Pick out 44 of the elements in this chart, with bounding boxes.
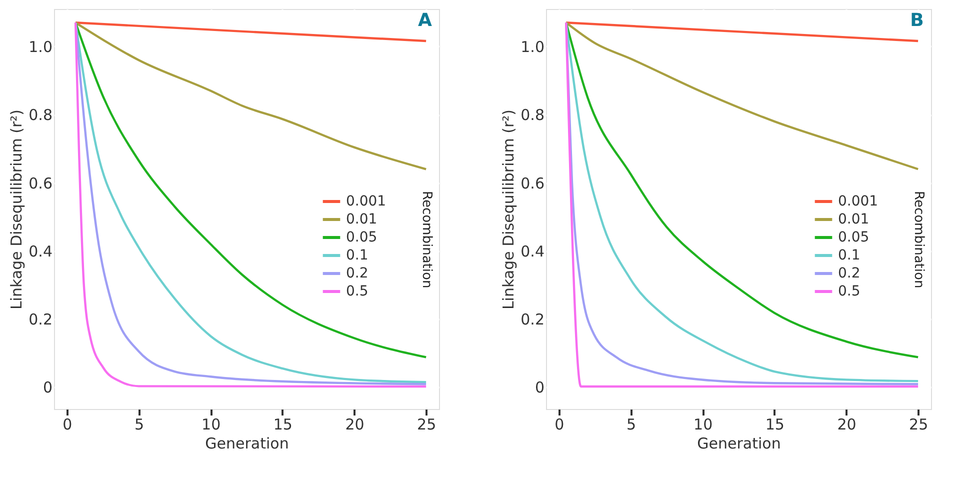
y-tick-label: 0.6 xyxy=(28,174,52,192)
y-tick-label: 0.4 xyxy=(28,242,52,260)
x-tick-label: 15 xyxy=(273,416,292,434)
x-tick-label: 5 xyxy=(134,416,144,434)
legend-label: 0.2 xyxy=(346,266,368,282)
legend-label: 0.001 xyxy=(838,194,878,210)
legend-label: 0.2 xyxy=(838,266,860,282)
x-tick-label: 25 xyxy=(909,416,928,434)
legend-label: 0.5 xyxy=(346,284,368,300)
legend-label: 0.1 xyxy=(346,248,368,264)
legend-title: Recombination xyxy=(911,191,926,288)
x-axis-title: Generation xyxy=(205,434,289,452)
legend-label: 0.01 xyxy=(346,212,378,228)
annotation: B xyxy=(910,10,924,31)
x-tick-label: 20 xyxy=(837,416,856,434)
y-tick-label: 0.6 xyxy=(520,174,544,192)
y-tick-label: 0 xyxy=(534,378,544,397)
legend-label: 0.05 xyxy=(346,230,378,246)
y-tick-label: 0.2 xyxy=(520,310,544,329)
legend-label: 0.5 xyxy=(838,284,860,300)
legend-label: 0.1 xyxy=(838,248,860,264)
y-tick-label: 0 xyxy=(42,378,52,397)
y-axis-title: Linkage Disequilibrium (r²) xyxy=(8,109,26,310)
legend-label: 0.001 xyxy=(346,194,386,210)
legend-title: Recombination xyxy=(419,191,434,288)
y-tick-label: 0.2 xyxy=(28,310,52,329)
y-tick-label: 1.0 xyxy=(28,38,52,56)
y-axis-title: Linkage Disequilibrium (r²) xyxy=(500,109,518,310)
y-tick-label: 0.8 xyxy=(520,106,544,124)
x-tick-label: 10 xyxy=(202,416,221,434)
x-tick-label: 20 xyxy=(345,416,364,434)
x-tick-label: 5 xyxy=(626,416,636,434)
x-tick-label: 0 xyxy=(62,416,72,434)
x-tick-label: 25 xyxy=(417,416,436,434)
y-tick-label: 1.0 xyxy=(520,38,544,56)
y-tick-label: 0.4 xyxy=(520,242,544,260)
legend-label: 0.05 xyxy=(838,230,870,246)
x-tick-label: 0 xyxy=(554,416,564,434)
y-tick-label: 0.8 xyxy=(28,106,52,124)
x-tick-label: 10 xyxy=(694,416,713,434)
x-axis-title: Generation xyxy=(697,434,781,452)
legend-label: 0.01 xyxy=(838,212,870,228)
x-tick-label: 15 xyxy=(765,416,784,434)
annotation: A xyxy=(418,10,432,31)
